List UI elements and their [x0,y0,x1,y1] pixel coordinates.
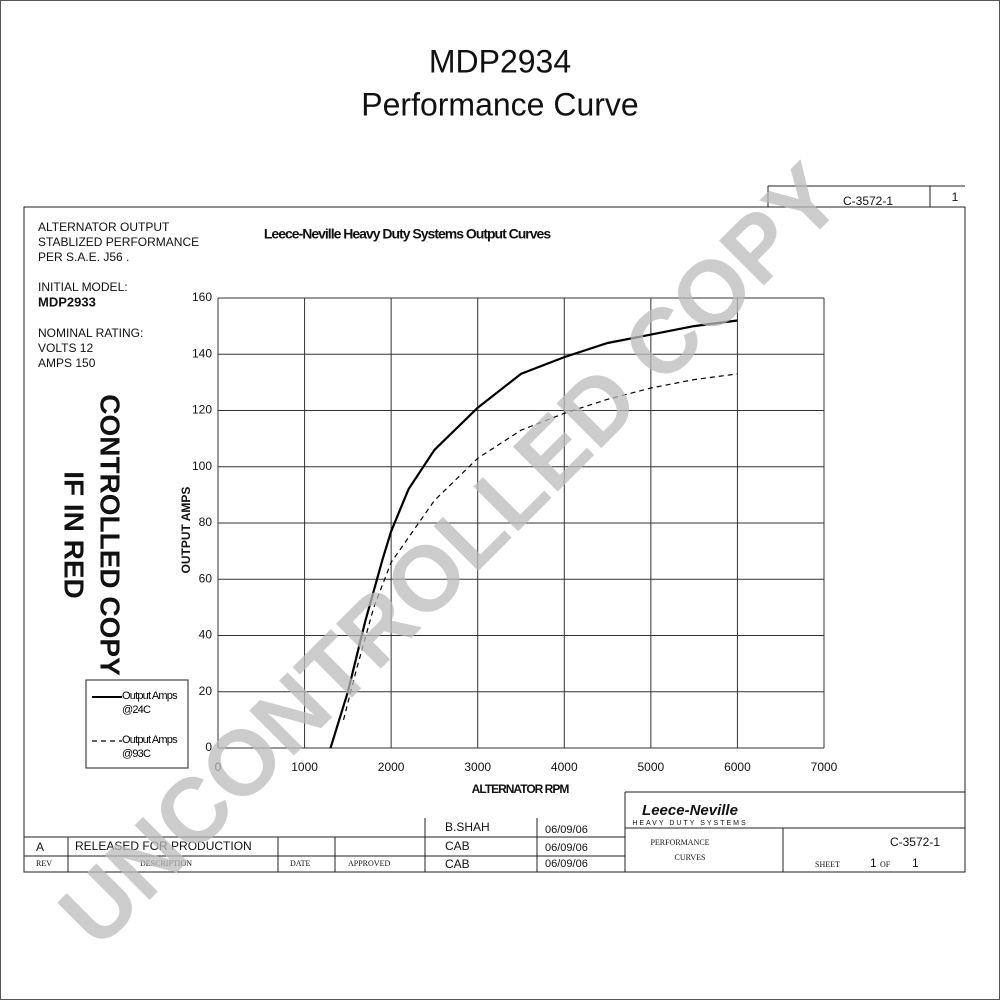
y-tick-label: 120 [192,403,212,417]
stamp-line: CONTROLLED COPY [95,394,126,676]
rev: A [36,840,44,854]
sheet-top: 1 [952,190,959,204]
note: PER S.A.E. J56 . [38,250,129,264]
series-line [329,319,738,749]
x-tick-label: 5000 [638,760,665,774]
company: Leece-Neville [642,802,738,819]
series-line [342,373,738,721]
y-tick-label: 40 [199,628,213,642]
x-tick-label: 1000 [291,760,318,774]
note: STABLIZED PERFORMANCE [38,235,199,249]
legend-box [85,679,189,769]
stamp-line: IF IN RED [59,471,90,599]
x-tick-label: 2000 [378,760,405,774]
y-tick-label: 100 [192,459,212,473]
checked-by: CAB [445,839,470,853]
sheet-label: SHEET [815,860,840,869]
division: HEAVY DUTY SYSTEMS [632,820,747,827]
description: RELEASED FOR PRODUCTION [75,839,252,853]
y-tick-label: 160 [192,290,212,304]
page-subtitle: Performance Curve [361,86,638,122]
y-tick-label: 60 [199,571,213,585]
approved-label: APPROVED [348,859,390,868]
date: 06/09/06 [545,842,588,854]
date: 06/09/06 [545,858,588,870]
date: 06/09/06 [545,824,588,836]
legend-item: Output Amps @24C [122,690,178,716]
curve-number: C-3572-1 [890,835,940,849]
legend-item: Output Amps @93C [122,734,178,760]
x-tick-label: 7000 [811,760,838,774]
description-label: DESCRIPTION [140,859,192,868]
page-title: MDP2934 [429,43,571,79]
drawing-name: PERFORMANCE [650,838,709,847]
note: NOMINAL RATING: [38,326,143,340]
sheet: 1 [870,856,877,870]
drawing-name: CURVES [675,853,706,862]
legend-label: Output Amps @93C [122,734,178,760]
legend-label: Output Amps @24C [122,690,178,716]
x-tick-label: 3000 [464,760,491,774]
sheet-tab [767,185,965,207]
x-tick-label: 4000 [551,760,578,774]
drawing-number: C-3572-1 [843,194,893,208]
note: ALTERNATOR OUTPUT [38,220,170,234]
y-tick-label: 140 [192,346,212,360]
of-label: OF [880,860,891,869]
y-axis-label: OUTPUT AMPS [179,487,193,574]
sheet-frame [23,206,966,873]
note: MDP2933 [38,294,96,309]
x-tick-label: 0 [215,760,222,774]
sheets: 1 [912,856,919,870]
y-tick-label: 0 [205,740,212,754]
date-label: DATE [290,859,311,868]
y-tick-label: 80 [199,515,213,529]
drawn-by: B.SHAH [445,820,490,834]
approved-by: CAB [445,857,470,871]
note: AMPS 150 [38,356,96,370]
x-axis-label: ALTERNATOR RPM [472,782,570,796]
chart-title: Leece-Neville Heavy Duty Systems Output … [264,226,551,242]
note: VOLTS 12 [38,341,93,355]
title-block [24,791,965,873]
x-tick-label: 6000 [724,760,751,774]
rev-label: REV [36,859,52,868]
note: INITIAL MODEL: [38,280,128,294]
y-tick-label: 20 [199,684,213,698]
stamp: CONTROLLED COPY IF IN RED [59,394,126,676]
